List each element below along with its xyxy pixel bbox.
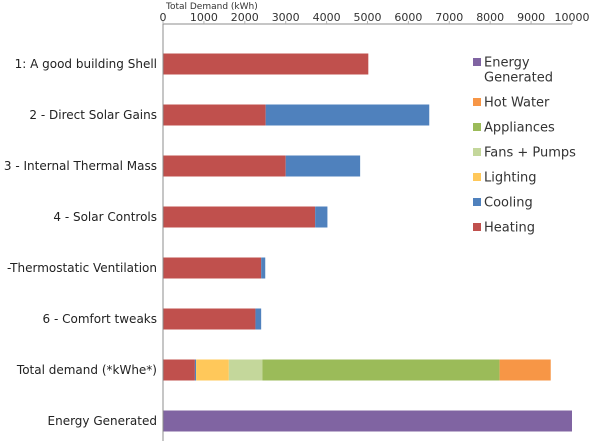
legend-label: Lighting xyxy=(484,171,537,186)
category-label: 6 - Comfort tweaks xyxy=(43,312,157,326)
bar-segment xyxy=(163,410,572,432)
legend-item: Appliances xyxy=(473,121,555,136)
legend-label: Heating xyxy=(484,221,535,236)
legend-swatch xyxy=(473,223,481,231)
legend-item: Hot Water xyxy=(473,96,550,111)
category-label: Total demand (*kWhe*) xyxy=(16,363,157,377)
legend-swatch xyxy=(473,148,481,156)
legend-item: Cooling xyxy=(473,196,533,211)
x-tick-label: 2000 xyxy=(231,11,259,24)
x-tick-label: 0 xyxy=(160,11,167,24)
bar-segment xyxy=(261,257,266,279)
legend-swatch xyxy=(473,123,481,131)
x-tick-label: 4000 xyxy=(313,11,341,24)
legend-item: Heating xyxy=(473,221,535,236)
bar-area xyxy=(163,53,572,432)
bar-segment xyxy=(163,308,256,330)
x-axis: 0 1000 2000 3000 4000 5000 6000 7000 8000 9000 100… xyxy=(160,11,590,25)
bar-segment xyxy=(285,155,361,177)
category-label: -Thermostatic Ventilation xyxy=(7,261,157,275)
legend-label: Fans + Pumps xyxy=(484,146,576,161)
category-label: Energy Generated xyxy=(48,414,158,428)
legend-label: Cooling xyxy=(484,196,533,211)
x-tick-label: 10000 xyxy=(555,11,590,24)
bar-segment xyxy=(196,359,229,381)
bar-segment xyxy=(265,104,430,126)
legend-label: Hot Water xyxy=(484,96,550,111)
legend-swatch xyxy=(473,198,481,206)
bar-segment xyxy=(163,359,195,381)
legend: Energy Generated Hot Water Appliances Fans +… xyxy=(473,56,576,236)
category-label: 2 - Direct Solar Gains xyxy=(29,108,157,122)
x-tick-label: 6000 xyxy=(394,11,422,24)
bar-segment xyxy=(163,155,286,177)
bar-segment xyxy=(163,206,316,228)
category-label: 3 - Internal Thermal Mass xyxy=(4,159,157,173)
x-tick-label: 5000 xyxy=(354,11,382,24)
x-axis-title: Total Demand (kWh) xyxy=(165,2,258,12)
bar-segment xyxy=(262,359,500,381)
bar-segment xyxy=(163,104,266,126)
legend-swatch xyxy=(473,98,481,106)
bar-segment xyxy=(194,359,197,381)
legend-label: Energy Generated xyxy=(484,56,553,86)
x-tick-label: 3000 xyxy=(272,11,300,24)
x-tick-label: 1000 xyxy=(190,11,218,24)
bar-segment xyxy=(499,359,551,381)
legend-label: Appliances xyxy=(484,121,555,136)
x-tick-label: 7000 xyxy=(435,11,463,24)
bar-segment xyxy=(228,359,263,381)
legend-swatch xyxy=(473,58,481,66)
x-tick-label: 9000 xyxy=(517,11,545,24)
legend-item: Energy Generated xyxy=(473,56,553,86)
category-label: 4 - Solar Controls xyxy=(53,210,157,224)
category-axis: 1: A good building Shell 2 - Direct Solar… xyxy=(4,24,164,441)
category-label: 1: A good building Shell xyxy=(15,57,157,71)
legend-swatch xyxy=(473,173,481,181)
bar-segment xyxy=(255,308,262,330)
bar-segment xyxy=(163,257,262,279)
x-tick-label: 8000 xyxy=(476,11,504,24)
bar-segment xyxy=(163,53,369,75)
bar-segment xyxy=(315,206,328,228)
legend-item: Fans + Pumps xyxy=(473,146,576,161)
legend-item: Lighting xyxy=(473,171,537,186)
